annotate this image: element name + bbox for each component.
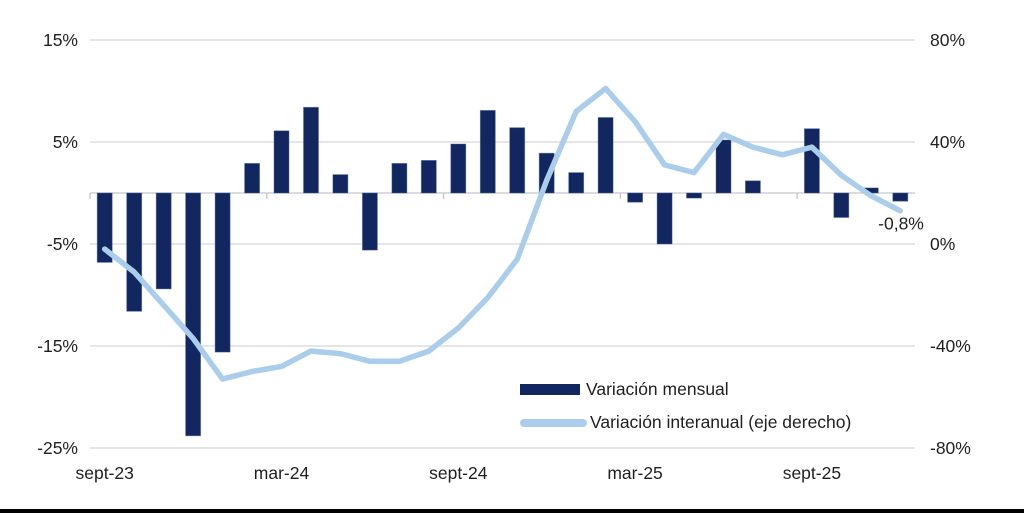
- bar: [391, 162, 408, 194]
- bar: [479, 110, 496, 194]
- bar: [715, 139, 732, 194]
- legend-item-variacion-interanual: Variación interanual (eje derecho): [520, 406, 851, 439]
- x-axis-tick-label: mar-25: [607, 463, 663, 483]
- bar: [656, 192, 673, 245]
- bar: [185, 192, 202, 437]
- right-axis-tick-label: 40%: [930, 132, 966, 152]
- bar: [627, 192, 643, 203]
- line-series-swatch: [520, 418, 587, 427]
- left-axis-tick-label: -25%: [37, 438, 78, 458]
- legend-item-variacion-mensual: Variación mensual: [520, 373, 851, 406]
- right-axis-tick-label: 80%: [930, 30, 966, 50]
- x-axis-tick-label: mar-24: [253, 463, 310, 483]
- bar: [303, 106, 319, 194]
- right-axis-tick-label: 0%: [930, 234, 956, 254]
- legend-label-variacion-interanual: Variación interanual (eje derecho): [590, 412, 852, 432]
- bar: [686, 192, 702, 199]
- bottom-border: [0, 509, 1024, 513]
- left-axis-tick-label: 5%: [52, 132, 78, 152]
- bar: [597, 117, 614, 194]
- bar: [804, 128, 820, 194]
- bar: [155, 192, 172, 290]
- bar: [568, 172, 585, 194]
- legend: Variación mensual Variación interanual (…: [520, 373, 851, 439]
- bar: [420, 159, 437, 194]
- left-axis-tick-label: -15%: [37, 336, 78, 356]
- bar: [833, 192, 850, 218]
- right-axis-tick-label: -40%: [930, 336, 971, 356]
- left-axis-tick-label: 15%: [42, 30, 78, 50]
- bar-series-swatch: [520, 384, 580, 395]
- bar: [450, 143, 467, 194]
- bar: [126, 192, 143, 312]
- last-bar-data-label: -0,8%: [878, 213, 924, 234]
- bar: [509, 127, 526, 194]
- bar: [361, 192, 378, 251]
- bar: [892, 192, 909, 202]
- left-axis-tick-label: -5%: [46, 234, 78, 254]
- bar: [745, 180, 761, 194]
- x-axis-tick-label: sept-23: [75, 463, 134, 483]
- x-axis-tick-label: sept-25: [782, 463, 842, 483]
- bar: [96, 192, 113, 263]
- x-axis-tick-label: sept-24: [429, 463, 488, 483]
- bar: [332, 174, 349, 194]
- bar: [273, 130, 290, 194]
- bar: [214, 192, 231, 353]
- bar: [244, 162, 261, 194]
- right-axis-tick-label: -80%: [930, 438, 971, 458]
- legend-label-variacion-mensual: Variación mensual: [586, 379, 729, 399]
- yoy-line: [101, 85, 904, 382]
